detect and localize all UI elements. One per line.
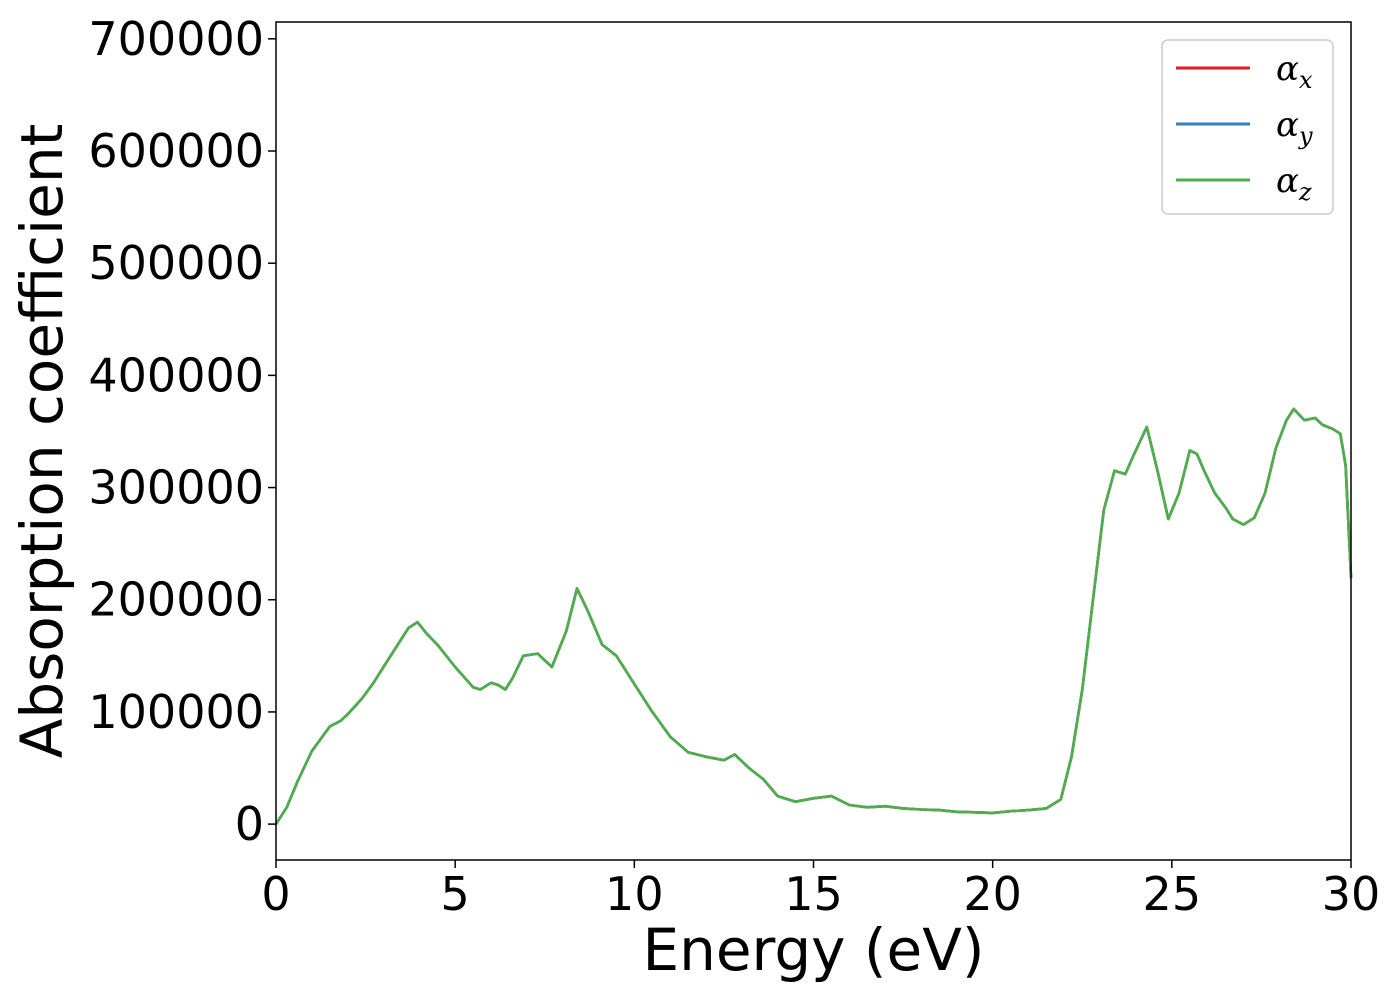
legend-label-base: α (1276, 105, 1299, 145)
legend-label-y: αy (1276, 105, 1313, 150)
x-axis-title: Energy (eV) (642, 916, 984, 984)
legend-label-base: α (1276, 161, 1299, 201)
legend-label-z: αz (1276, 161, 1312, 206)
series-line-3 (274, 407, 1353, 826)
y-tick-label: 300000 (88, 461, 264, 515)
legend-label-x: αx (1276, 49, 1313, 94)
legend-label-subscript: x (1299, 66, 1313, 94)
y-axis: 0 100000 200000 300000 400000 500000 600000 700… (88, 12, 276, 851)
y-tick-label: 100000 (88, 685, 264, 739)
plot-lines (274, 407, 1353, 826)
y-tick-label: 500000 (88, 236, 264, 290)
legend-label-base: α (1276, 49, 1299, 89)
series-line-2 (274, 407, 1353, 826)
legend-box (1161, 39, 1334, 215)
x-tick-label: 0 (261, 867, 290, 921)
y-axis-title: Absorption coefficient (8, 124, 76, 759)
x-tick-label: 10 (605, 867, 664, 921)
x-tick-label: 25 (1143, 867, 1202, 921)
y-tick-label: 700000 (88, 12, 264, 66)
y-tick-label: 600000 (88, 124, 264, 178)
y-tick-label: 400000 (88, 348, 264, 402)
x-tick-label: 5 (441, 867, 470, 921)
x-tick-label: 15 (784, 867, 843, 921)
y-tick-label: 200000 (88, 573, 264, 627)
x-tick-label: 20 (963, 867, 1022, 921)
y-tick-label: 0 (235, 797, 264, 851)
legend-label-subscript: y (1298, 122, 1313, 150)
x-tick-label: 30 (1322, 867, 1381, 921)
x-axis: 0 5 10 15 20 25 30 (261, 860, 1380, 921)
legend-label-subscript: z (1298, 178, 1312, 206)
series-line-1 (274, 407, 1353, 826)
